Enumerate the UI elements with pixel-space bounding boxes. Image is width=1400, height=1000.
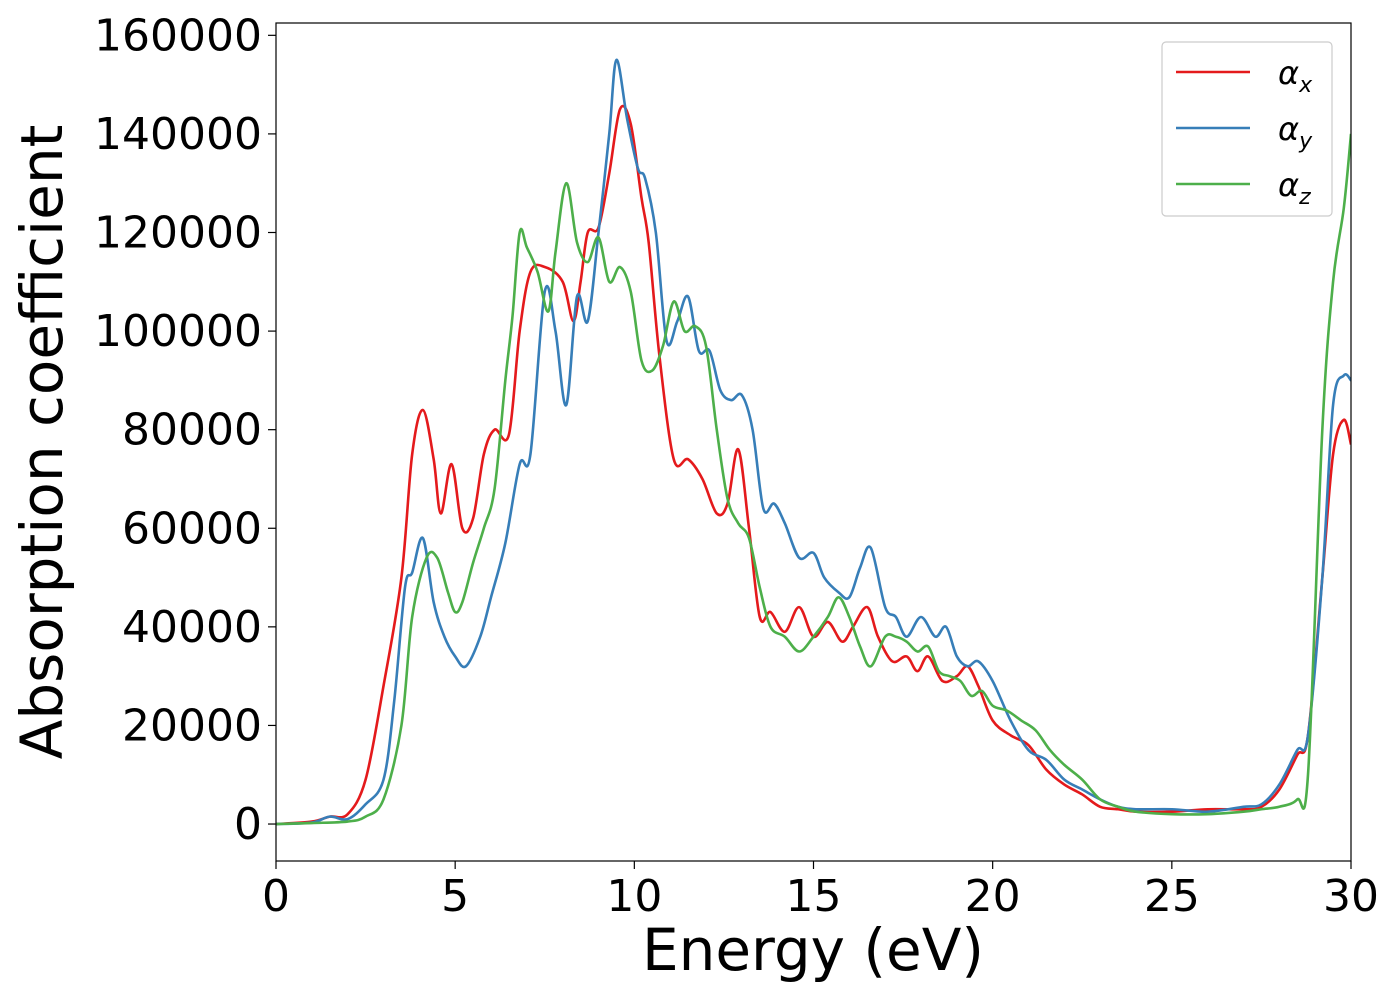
x-tick-label: 20 (965, 871, 1021, 922)
legend: αx αy αz (1161, 41, 1333, 217)
series-line-z (276, 133, 1351, 826)
y-axis: 0 20000 40000 60000 80000 100000 120000 140000 1… (94, 10, 276, 850)
y-tick-label: 140000 (94, 109, 262, 160)
x-tick-label: 30 (1323, 871, 1379, 922)
y-tick-label: 160000 (94, 10, 262, 61)
x-axis-title: Energy (eV) (642, 916, 984, 984)
series-line-x (276, 104, 1351, 826)
y-tick-label: 120000 (94, 208, 262, 259)
x-tick-label: 10 (606, 871, 662, 922)
y-tick-label: 20000 (122, 700, 262, 751)
legend-label-z: αz (1278, 166, 1311, 210)
y-tick-label: 0 (234, 799, 262, 850)
x-tick-label: 5 (441, 871, 469, 922)
x-axis: 0 5 10 15 20 25 30 (262, 861, 1379, 922)
x-tick-label: 15 (786, 871, 842, 922)
y-tick-label: 60000 (122, 503, 262, 554)
x-tick-label: 25 (1144, 871, 1200, 922)
legend-label-y: αy (1278, 110, 1313, 154)
series-layer (276, 58, 1351, 826)
y-tick-label: 40000 (122, 602, 262, 653)
y-tick-label: 100000 (94, 306, 262, 357)
y-tick-label: 80000 (122, 405, 262, 456)
y-axis-title: Absorption coefficient (8, 125, 76, 760)
legend-label-x: αx (1278, 54, 1313, 98)
x-tick-label: 0 (262, 871, 290, 922)
